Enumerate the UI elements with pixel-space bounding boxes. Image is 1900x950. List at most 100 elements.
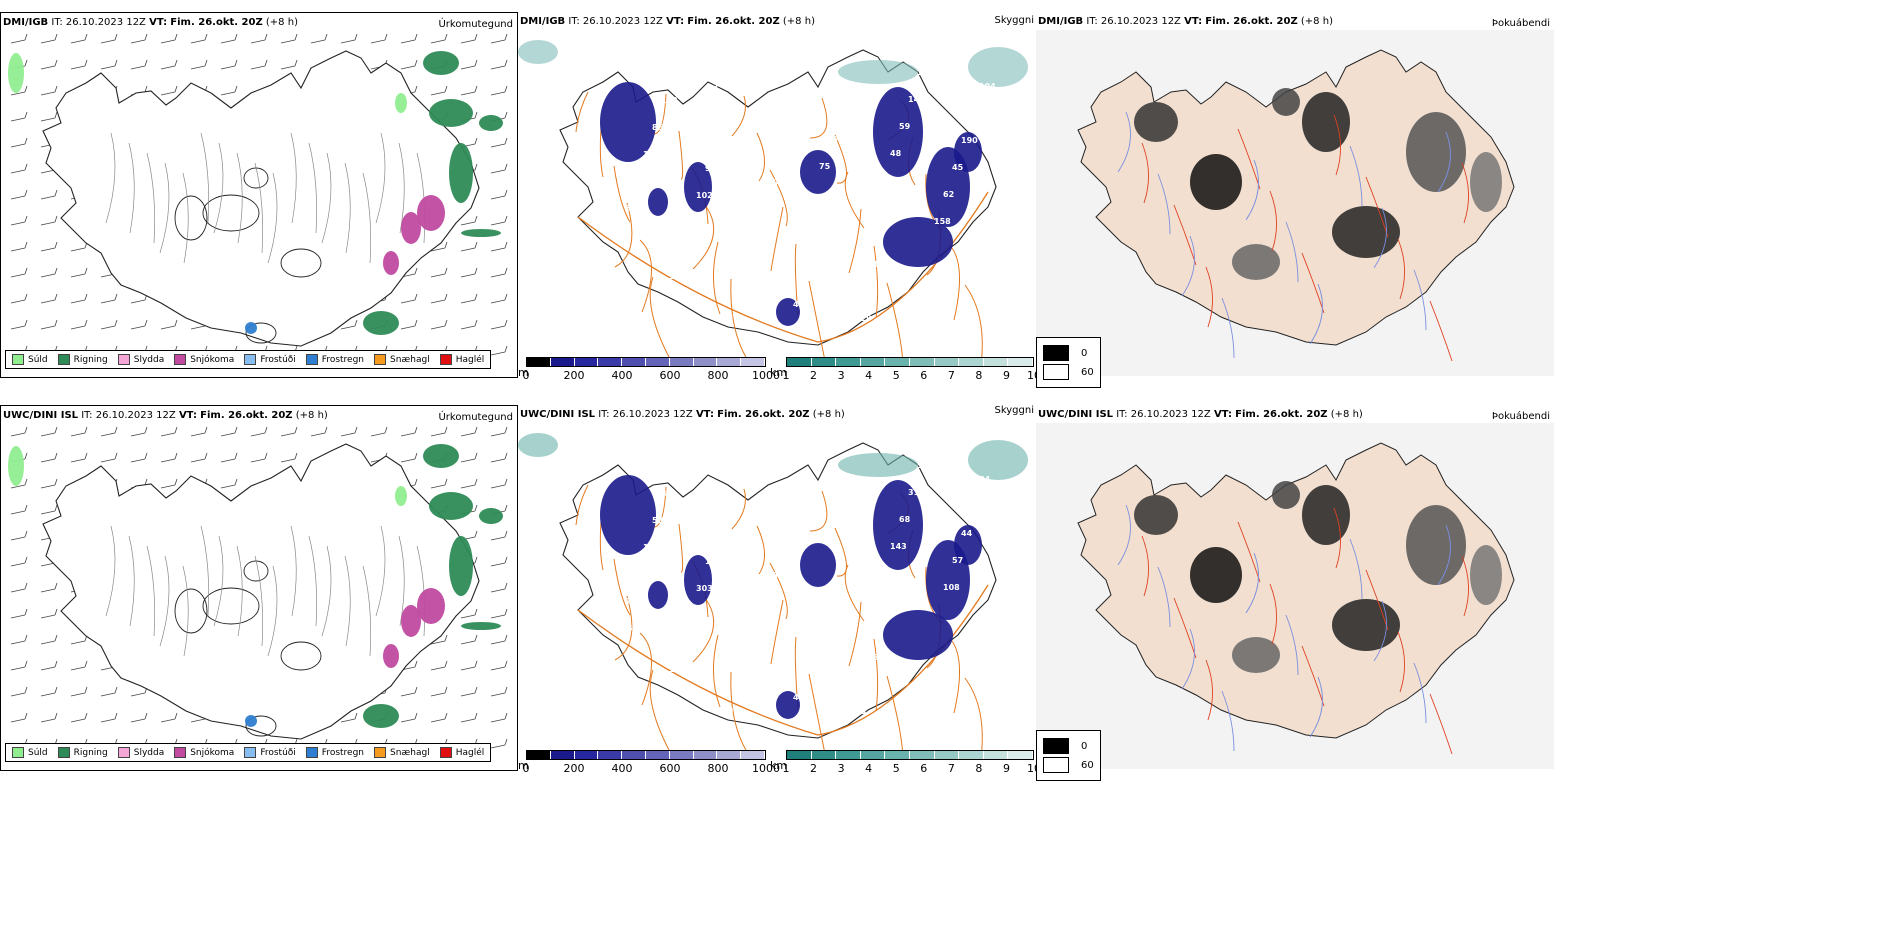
fog-legend: 0 60 <box>1036 730 1101 781</box>
visibility-value-label: 150 <box>669 665 686 674</box>
visibility-value-label: 105 <box>749 232 766 241</box>
visibility-value-label: 44 <box>793 300 805 309</box>
colorbar-segment <box>669 751 694 759</box>
legend-swatch <box>12 747 24 758</box>
legend-label: Haglél <box>455 354 485 365</box>
legend-swatch <box>305 747 318 758</box>
colorbar-tick: 1000 <box>752 762 780 775</box>
precip-legend-item: Súld <box>12 747 48 758</box>
precip-legend-item: Frostúði <box>244 354 296 365</box>
colorbar-segment <box>836 751 861 759</box>
visibility-value-label: 48 <box>890 149 902 158</box>
colorbar-tick: 400 <box>611 369 633 382</box>
colorbar-segment <box>669 358 694 366</box>
visibility-value-label: 83 <box>731 679 742 688</box>
precip-legend-item: Haglél <box>439 747 485 758</box>
visibility-value-label: 44 <box>961 529 973 538</box>
panel-title: DMI/IGB IT: 26.10.2023 12Z VT: Fim. 26.o… <box>1038 16 1333 27</box>
colorbar <box>786 750 1034 760</box>
colorbar-segment <box>811 358 837 366</box>
visibility-value-label: 47 <box>740 259 751 268</box>
visibility-value-label: 85 <box>652 123 664 132</box>
visibility-value-label: 123 <box>837 501 854 510</box>
precip-legend-item: Snæhagl <box>374 354 430 365</box>
visibility-value-label: 90 <box>784 67 796 76</box>
colorbar-tick: 7 <box>947 762 955 775</box>
precip-legend-item: Frostregn <box>305 747 364 758</box>
visibility-value-label: 113 <box>873 260 890 269</box>
colorbar-segment <box>741 358 765 366</box>
visibility-value-label: 90 <box>820 219 832 228</box>
legend-label: Snæhagl <box>390 354 430 365</box>
visibility-value-label: 61 <box>846 474 858 483</box>
legend-label: Súld <box>28 747 48 758</box>
visibility-value-label: 77 <box>828 135 839 144</box>
precip-legend: Súld Rigning Slydda Snjókoma Frostúði Frostre… <box>5 743 492 762</box>
colorbar-segment <box>622 358 646 366</box>
fog-legend-label: 60 <box>1081 366 1094 378</box>
visibility-value-label: 33 <box>855 707 866 716</box>
fog-legend-swatch <box>1043 364 1069 380</box>
visibility-value-label: 97 <box>616 231 627 240</box>
visibility-value-label: 96 <box>625 597 637 606</box>
colorbar-segment <box>885 358 910 366</box>
legend-label: Rigning <box>73 747 108 758</box>
visibility-value-label: 105 <box>616 624 633 633</box>
legend-label: Snæhagl <box>390 747 430 758</box>
panel-title: DMI/IGB IT: 26.10.2023 12Z VT: Fim. 26.o… <box>520 16 815 27</box>
legend-label: Snjókoma <box>190 354 235 365</box>
colorbar-tick: 800 <box>707 369 729 382</box>
visibility-scale-km: 1 2 3 4 5 6 7 8 9 10 <box>782 357 1041 383</box>
visibility-value-label: 102 <box>696 191 713 200</box>
colorbar-tick: 1 <box>782 369 790 382</box>
legend-label: Haglél <box>455 747 485 758</box>
visibility-value-label: 80 <box>881 176 893 185</box>
visibility-value-label: 89 <box>731 286 743 295</box>
fog-legend-item: 60 <box>1043 757 1094 773</box>
precip-legend-item: Rigning <box>57 354 108 365</box>
fog-map <box>1036 30 1554 376</box>
visibility-value-label: 146 <box>669 272 686 281</box>
colorbar-segment <box>741 751 765 759</box>
fog-legend-item: 60 <box>1043 364 1094 380</box>
visibility-value-label: 106 <box>987 258 1004 267</box>
colorbar-segment <box>860 751 886 759</box>
visibility-value-label: 58 <box>864 680 876 689</box>
visibility-value-label: 80 <box>775 94 787 103</box>
visibility-value-label: 206 <box>722 706 739 715</box>
colorbar-tick: 3 <box>837 762 845 775</box>
colorbar-tick: 8 <box>975 369 983 382</box>
visibility-value-label: 138 <box>767 571 784 580</box>
colorbar-tick: 4 <box>865 369 873 382</box>
legend-swatch <box>439 354 452 365</box>
colorbar-tick: 9 <box>1002 762 1010 775</box>
colorbar-segment <box>550 358 575 366</box>
colorbar-segment <box>959 358 984 366</box>
colorbar-segment <box>717 751 742 759</box>
visibility-value-label: 40 <box>793 693 805 702</box>
fog-legend-label: 60 <box>1081 759 1094 771</box>
visibility-value-label: 143 <box>890 542 907 551</box>
fog-legend-swatch <box>1043 345 1069 361</box>
visibility-value-label: 83 <box>837 108 848 117</box>
visibility-value-label: 58 <box>652 516 664 525</box>
colorbar-segment <box>1008 751 1033 759</box>
panel-title: DMI/IGB IT: 26.10.2023 12Z VT: Fim. 26.o… <box>3 17 298 28</box>
colorbar-tick: 200 <box>563 762 585 775</box>
visibility-value-label: 68 <box>899 515 911 524</box>
visibility-value-label: 94 <box>811 246 823 255</box>
colorbar-segment <box>574 358 599 366</box>
colorbar-tick: 8 <box>975 762 983 775</box>
visibility-value-label: 45 <box>952 163 964 172</box>
colorbar-tick: 800 <box>707 762 729 775</box>
visibility-value-label: 108 <box>943 583 960 592</box>
colorbar-segment <box>598 358 623 366</box>
legend-swatch <box>117 354 130 365</box>
precip-legend-item: Snæhagl <box>374 747 430 758</box>
legend-swatch <box>57 747 70 758</box>
colorbar-tick: 2 <box>810 762 818 775</box>
colorbar-segment <box>527 751 551 759</box>
colorbar-segment <box>934 751 960 759</box>
visibility-value-label: 40 <box>714 137 726 146</box>
colorbar-tick: 600 <box>659 369 681 382</box>
